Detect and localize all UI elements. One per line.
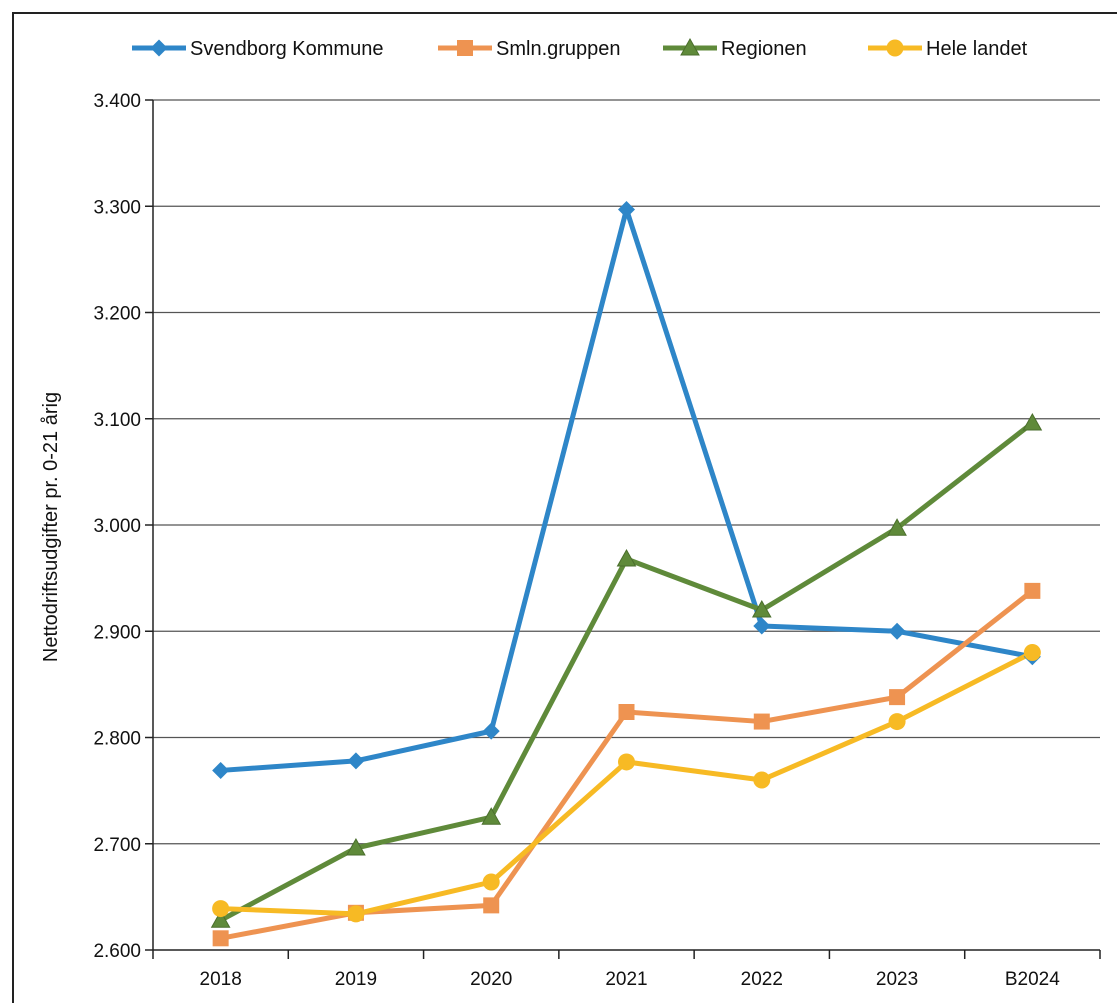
y-tick-label: 2.900 — [93, 622, 141, 643]
data-point-svendborg-kommune — [482, 722, 500, 740]
data-point-svendborg-kommune — [753, 617, 771, 635]
data-point-smln-gruppen — [1024, 582, 1041, 599]
data-point-smln-gruppen — [618, 704, 635, 720]
legend-item-regionen: Regionen — [663, 37, 807, 60]
legend-label: Hele landet — [926, 38, 1028, 60]
gridlines — [153, 99, 1100, 845]
legend: Svendborg Kommune Smln.gruppen Regionen Hel… — [132, 37, 1028, 60]
data-point-hele-landet — [1023, 644, 1041, 661]
data-point-hele-landet — [347, 905, 365, 923]
data-point-smln-gruppen — [889, 689, 906, 706]
data-point-hele-landet — [753, 771, 771, 789]
data-point-smln-gruppen — [212, 930, 229, 947]
data-point-hele-landet — [888, 713, 906, 731]
data-point-regionen — [1022, 412, 1043, 431]
series-line-hele-landet — [218, 650, 1035, 917]
legend-label: Regionen — [721, 38, 807, 60]
data-point-hele-landet — [618, 753, 635, 771]
data-point-svendborg-kommune — [888, 622, 906, 640]
legend-item-hele-landet: Hele landet — [868, 38, 1028, 60]
series-line-regionen — [218, 420, 1035, 923]
data-point-svendborg-kommune — [347, 752, 365, 770]
chart-frame — [12, 12, 1117, 1003]
x-tick-label: 2023 — [876, 969, 918, 990]
axes: 2.600 2.700 2.800 2.900 3.000 3.100 3.200 3.300… — [93, 91, 1101, 990]
y-tick-label: 2.700 — [93, 835, 141, 856]
legend-marker — [886, 39, 904, 57]
data-point-smln-gruppen — [483, 897, 500, 914]
y-tick-label: 3.200 — [93, 304, 141, 325]
legend-item-smln-gruppen: Smln.gruppen — [438, 38, 621, 60]
legend-item-svendborg-kommune: Svendborg Kommune — [132, 38, 383, 60]
x-tick-label: 2018 — [200, 969, 242, 990]
data-point-smln-gruppen — [753, 713, 770, 730]
data-point-svendborg-kommune — [212, 761, 230, 779]
series-markers — [210, 200, 1043, 947]
x-tick-label: 2019 — [335, 969, 377, 990]
data-point-hele-landet — [482, 873, 500, 891]
legend-marker — [457, 40, 473, 56]
data-point-regionen — [481, 807, 502, 825]
legend-label: Smln.gruppen — [496, 38, 621, 60]
x-tick-label: 2022 — [741, 969, 783, 990]
y-tick-label: 3.300 — [93, 197, 141, 218]
data-point-svendborg-kommune — [618, 200, 635, 218]
y-axis-title: Nettodriftsudgifter pr. 0-21 årig — [40, 392, 62, 662]
y-tick-label: 3.100 — [93, 410, 141, 431]
x-tick-label: 2021 — [605, 969, 647, 990]
data-point-regionen — [616, 548, 637, 567]
x-tick-label: B2024 — [1005, 969, 1060, 990]
y-tick-label: 2.600 — [93, 941, 141, 962]
y-tick-label: 3.400 — [93, 91, 141, 112]
data-point-regionen — [887, 518, 907, 536]
y-tick-label: 3.000 — [93, 516, 141, 537]
legend-marker — [150, 39, 168, 57]
data-point-regionen — [346, 837, 366, 856]
legend-label: Svendborg Kommune — [190, 38, 383, 60]
data-point-regionen — [751, 599, 772, 618]
y-tick-label: 2.800 — [93, 729, 141, 750]
legend-marker — [680, 37, 700, 56]
x-tick-label: 2020 — [470, 969, 512, 990]
data-point-regionen — [210, 910, 231, 928]
series-lines — [218, 206, 1035, 941]
data-point-hele-landet — [212, 900, 230, 918]
